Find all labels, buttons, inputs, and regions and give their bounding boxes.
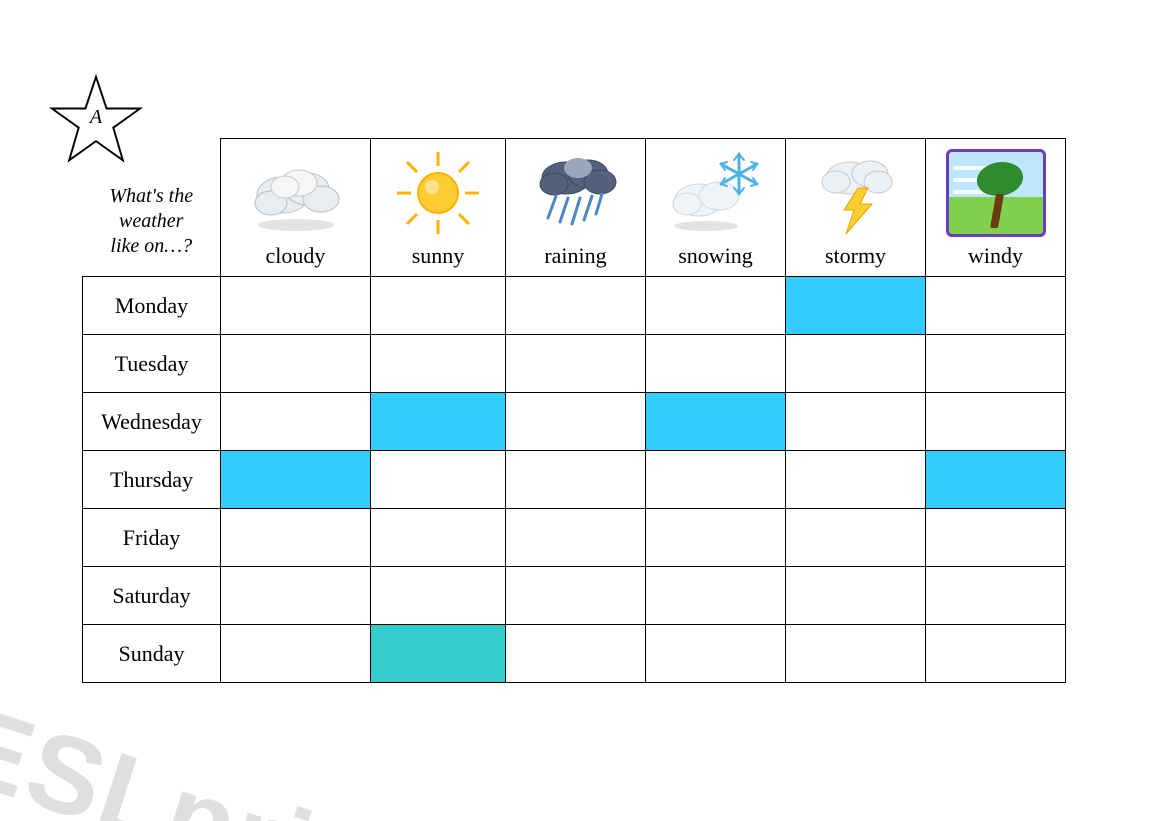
prompt-line: like on…? bbox=[110, 235, 192, 257]
worksheet-page: { "watermark_text": "ESLprintables.com",… bbox=[0, 0, 1169, 821]
cell-wednesday-windy[interactable] bbox=[926, 393, 1066, 451]
header-label: cloudy bbox=[221, 243, 370, 273]
cell-thursday-cloudy[interactable] bbox=[221, 451, 371, 509]
cell-wednesday-snowing[interactable] bbox=[646, 393, 786, 451]
header-label: raining bbox=[506, 243, 645, 273]
prompt-line: weather bbox=[119, 210, 183, 232]
prompt-text: What's the weather like on…? bbox=[83, 156, 221, 259]
header-label: windy bbox=[926, 243, 1065, 273]
table-row: Thursday bbox=[83, 451, 1066, 509]
windy-icon bbox=[946, 149, 1046, 237]
cell-monday-raining[interactable] bbox=[506, 277, 646, 335]
corner-cell: What's the weather like on…? bbox=[83, 139, 221, 277]
cell-monday-stormy[interactable] bbox=[786, 277, 926, 335]
snowing-icon bbox=[661, 148, 771, 238]
cell-wednesday-sunny[interactable] bbox=[371, 393, 506, 451]
cell-saturday-stormy[interactable] bbox=[786, 567, 926, 625]
table-row: Friday bbox=[83, 509, 1066, 567]
cell-saturday-raining[interactable] bbox=[506, 567, 646, 625]
table-row: Tuesday bbox=[83, 335, 1066, 393]
day-label: Tuesday bbox=[83, 335, 221, 393]
cloudy-icon bbox=[241, 153, 351, 233]
table-row: Saturday bbox=[83, 567, 1066, 625]
cell-tuesday-windy[interactable] bbox=[926, 335, 1066, 393]
weather-table: What's the weather like on…? bbox=[82, 138, 1066, 683]
cell-sunday-raining[interactable] bbox=[506, 625, 646, 683]
day-label: Wednesday bbox=[83, 393, 221, 451]
watermark-text: ESLprintables.com bbox=[0, 680, 959, 821]
cell-thursday-snowing[interactable] bbox=[646, 451, 786, 509]
cell-sunday-stormy[interactable] bbox=[786, 625, 926, 683]
header-label: stormy bbox=[786, 243, 925, 273]
header-windy: windy bbox=[926, 139, 1066, 277]
cell-tuesday-cloudy[interactable] bbox=[221, 335, 371, 393]
cell-saturday-sunny[interactable] bbox=[371, 567, 506, 625]
cell-wednesday-cloudy[interactable] bbox=[221, 393, 371, 451]
cell-friday-raining[interactable] bbox=[506, 509, 646, 567]
cell-friday-snowing[interactable] bbox=[646, 509, 786, 567]
day-label: Monday bbox=[83, 277, 221, 335]
raining-icon bbox=[526, 148, 626, 238]
header-raining: raining bbox=[506, 139, 646, 277]
cell-sunday-snowing[interactable] bbox=[646, 625, 786, 683]
header-snowing: snowing bbox=[646, 139, 786, 277]
table-row: Sunday bbox=[83, 625, 1066, 683]
header-sunny: sunny bbox=[371, 139, 506, 277]
cell-tuesday-raining[interactable] bbox=[506, 335, 646, 393]
cell-friday-sunny[interactable] bbox=[371, 509, 506, 567]
cell-friday-windy[interactable] bbox=[926, 509, 1066, 567]
cell-tuesday-sunny[interactable] bbox=[371, 335, 506, 393]
cell-tuesday-snowing[interactable] bbox=[646, 335, 786, 393]
cell-monday-cloudy[interactable] bbox=[221, 277, 371, 335]
cell-saturday-windy[interactable] bbox=[926, 567, 1066, 625]
cell-thursday-windy[interactable] bbox=[926, 451, 1066, 509]
sunny-icon bbox=[393, 148, 483, 238]
cell-saturday-cloudy[interactable] bbox=[221, 567, 371, 625]
header-stormy: stormy bbox=[786, 139, 926, 277]
table-row: Wednesday bbox=[83, 393, 1066, 451]
table-row: Monday bbox=[83, 277, 1066, 335]
cell-wednesday-stormy[interactable] bbox=[786, 393, 926, 451]
cell-saturday-snowing[interactable] bbox=[646, 567, 786, 625]
cell-sunday-cloudy[interactable] bbox=[221, 625, 371, 683]
cell-thursday-stormy[interactable] bbox=[786, 451, 926, 509]
prompt-line: What's the bbox=[109, 185, 193, 207]
day-label: Sunday bbox=[83, 625, 221, 683]
day-label: Friday bbox=[83, 509, 221, 567]
cell-monday-snowing[interactable] bbox=[646, 277, 786, 335]
cell-friday-cloudy[interactable] bbox=[221, 509, 371, 567]
cell-tuesday-stormy[interactable] bbox=[786, 335, 926, 393]
day-label: Thursday bbox=[83, 451, 221, 509]
header-label: snowing bbox=[646, 243, 785, 273]
star-letter: A bbox=[48, 106, 144, 129]
cell-sunday-sunny[interactable] bbox=[371, 625, 506, 683]
header-label: sunny bbox=[371, 243, 505, 273]
cell-friday-stormy[interactable] bbox=[786, 509, 926, 567]
stormy-icon bbox=[806, 148, 906, 238]
cell-monday-sunny[interactable] bbox=[371, 277, 506, 335]
cell-monday-windy[interactable] bbox=[926, 277, 1066, 335]
cell-thursday-sunny[interactable] bbox=[371, 451, 506, 509]
header-cloudy: cloudy bbox=[221, 139, 371, 277]
cell-thursday-raining[interactable] bbox=[506, 451, 646, 509]
day-label: Saturday bbox=[83, 567, 221, 625]
cell-wednesday-raining[interactable] bbox=[506, 393, 646, 451]
cell-sunday-windy[interactable] bbox=[926, 625, 1066, 683]
table-header-row: What's the weather like on…? bbox=[83, 139, 1066, 277]
